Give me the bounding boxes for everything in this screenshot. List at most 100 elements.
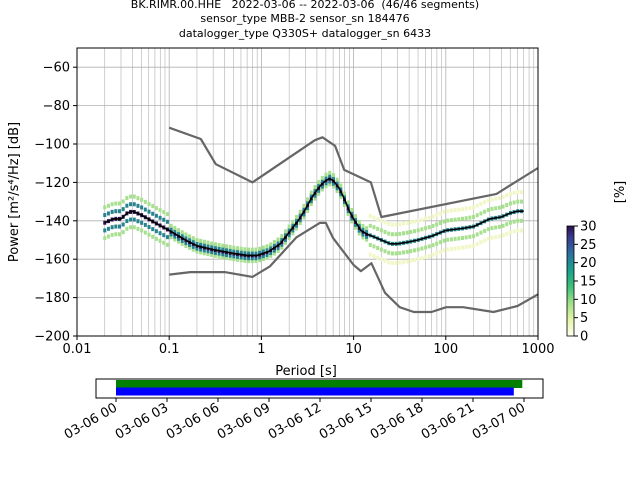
psd-density-cloud [103, 170, 523, 266]
density-cell [342, 194, 346, 199]
density-cell [103, 228, 107, 233]
density-cell [401, 221, 405, 226]
density-cell [346, 200, 350, 205]
density-cell [195, 249, 199, 254]
density-cell [387, 250, 391, 255]
density-cell [475, 242, 479, 247]
density-cell [169, 232, 173, 237]
density-cell [420, 217, 424, 222]
density-cell [118, 232, 122, 237]
density-cell [147, 201, 151, 206]
density-cell [213, 253, 217, 258]
density-cell [103, 205, 107, 210]
density-cell [254, 247, 258, 252]
density-cell [147, 225, 151, 230]
density-cell [335, 189, 339, 194]
colorbar-tick-label: 5 [580, 311, 588, 326]
density-cell [317, 180, 321, 185]
density-cell [169, 226, 173, 231]
density-cell [173, 237, 177, 242]
density-cell [376, 255, 380, 260]
density-cell [453, 236, 457, 241]
density-cell [295, 217, 299, 222]
density-cell [280, 234, 284, 239]
density-cell [283, 237, 287, 242]
density-cell [184, 235, 188, 240]
density-cell [272, 248, 276, 253]
density-cell [250, 256, 254, 261]
density-cell [420, 227, 424, 232]
density-cell [424, 255, 428, 260]
density-cell [202, 239, 206, 244]
density-cell [357, 222, 361, 227]
density-cell [162, 240, 166, 245]
density-cell [449, 208, 453, 213]
density-cell [472, 214, 476, 219]
density-cell [339, 192, 343, 197]
density-cell [519, 218, 523, 223]
density-cell [354, 222, 358, 227]
y-tick-label: −160 [34, 253, 70, 268]
density-cell [387, 231, 391, 236]
timeline-tick-label: 03-06 03 [113, 400, 171, 442]
density-cell [272, 251, 276, 256]
density-cell [479, 240, 483, 245]
density-cell [409, 229, 413, 234]
density-cell [435, 212, 439, 217]
density-cell [387, 260, 391, 265]
density-cell [221, 246, 225, 251]
density-cell [188, 234, 192, 239]
density-cell [261, 245, 265, 250]
density-cell [298, 218, 302, 223]
density-cell [213, 242, 217, 247]
density-cell [287, 236, 291, 241]
density-cell [140, 205, 144, 210]
density-cell [143, 199, 147, 204]
density-cell [143, 230, 147, 235]
density-cell [298, 209, 302, 214]
density-cell [254, 250, 258, 255]
density-cell [516, 218, 520, 223]
series-layer [104, 126, 539, 314]
density-cell [394, 251, 398, 256]
density-cell [236, 254, 240, 259]
density-cell [390, 222, 394, 227]
density-cell [247, 247, 251, 252]
density-cell [158, 231, 162, 236]
density-cell [398, 251, 402, 256]
density-cell [265, 252, 269, 257]
density-cell [409, 220, 413, 225]
density-cell [442, 238, 446, 243]
density-cell [446, 247, 450, 252]
density-cell [354, 214, 358, 219]
density-cell [512, 229, 516, 234]
density-cell [331, 173, 335, 178]
density-cell [129, 202, 133, 207]
density-cell [453, 217, 457, 222]
density-cell [239, 246, 243, 251]
density-cell [313, 185, 317, 190]
density-cell [132, 202, 136, 207]
density-cell [110, 225, 114, 230]
density-cell [217, 242, 221, 247]
density-cell [217, 254, 221, 259]
density-cell [199, 250, 203, 255]
title-line-3: datalogger_type Q330S+ datalogger_sn 643… [178, 27, 432, 40]
density-cell [291, 231, 295, 236]
y-tick-label: −180 [34, 291, 70, 306]
density-cell [383, 229, 387, 234]
psd-segments-bar [116, 387, 514, 396]
density-cell [118, 201, 122, 206]
density-cell [287, 227, 291, 232]
density-cell [269, 253, 273, 258]
density-cell [405, 259, 409, 264]
density-cell [239, 255, 243, 260]
density-cell [427, 244, 431, 249]
density-cell [324, 181, 328, 186]
density-cell [468, 205, 472, 210]
timeline-tick-label: 03-06 21 [419, 400, 477, 442]
density-cell [298, 221, 302, 226]
density-cell [287, 233, 291, 238]
density-cell [354, 217, 358, 222]
density-cell [372, 244, 376, 249]
